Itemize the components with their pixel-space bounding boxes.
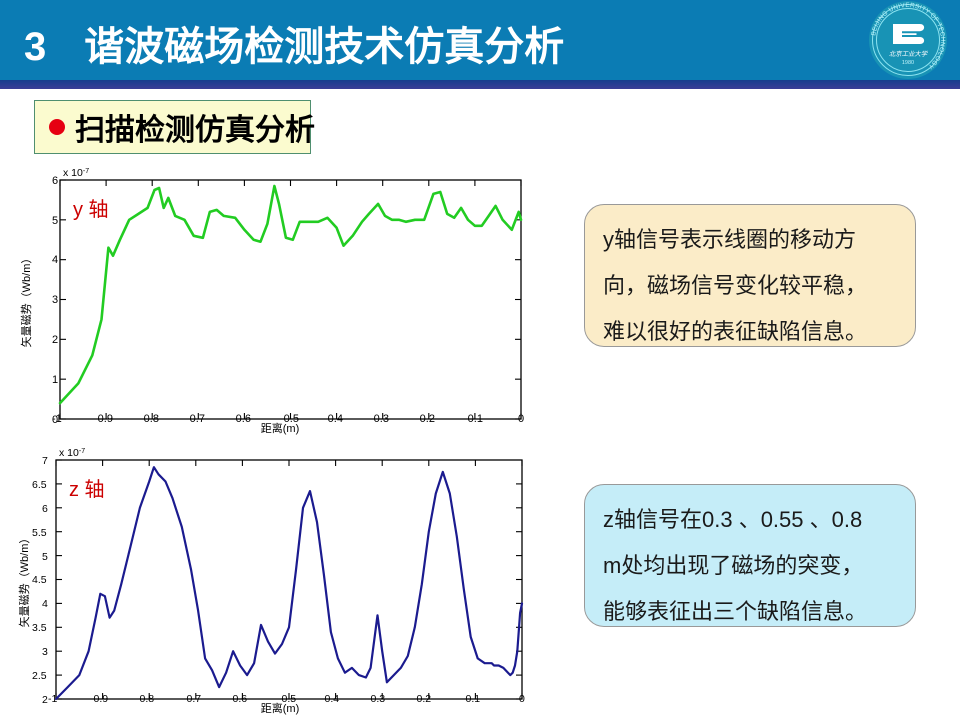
svg-text:-0.8: -0.8 xyxy=(136,693,154,705)
svg-text:距离(m): 距离(m) xyxy=(261,701,300,715)
svg-text:3: 3 xyxy=(52,294,58,306)
svg-text:-0.6: -0.6 xyxy=(232,413,251,425)
svg-text:-0.2: -0.2 xyxy=(413,693,431,705)
svg-text:4: 4 xyxy=(42,598,48,610)
svg-text:4.5: 4.5 xyxy=(32,574,47,586)
svg-text:1: 1 xyxy=(52,374,58,386)
svg-text:-0.6: -0.6 xyxy=(229,693,247,705)
svg-text:0: 0 xyxy=(518,413,524,425)
svg-text:-1: -1 xyxy=(52,413,62,425)
svg-text:矢量磁势（Wb/m）: 矢量磁势（Wb/m） xyxy=(19,253,33,348)
svg-text:6.5: 6.5 xyxy=(32,479,47,491)
svg-text:4: 4 xyxy=(52,254,58,266)
svg-text:2: 2 xyxy=(52,334,58,346)
svg-text:5.5: 5.5 xyxy=(32,527,47,539)
svg-text:5: 5 xyxy=(42,551,48,563)
svg-text:矢量磁势（Wb/m）: 矢量磁势（Wb/m） xyxy=(17,533,31,628)
svg-text:-0.7: -0.7 xyxy=(183,693,201,705)
svg-text:1980: 1980 xyxy=(902,60,914,66)
svg-text:0: 0 xyxy=(519,693,525,705)
svg-text:y 轴: y 轴 xyxy=(73,198,109,221)
svg-text:6: 6 xyxy=(52,175,58,187)
svg-text:-0.1: -0.1 xyxy=(464,413,483,425)
svg-text:-0.9: -0.9 xyxy=(94,413,113,425)
svg-text:-0.4: -0.4 xyxy=(321,693,339,705)
svg-text:-0.3: -0.3 xyxy=(367,693,385,705)
svg-text:3: 3 xyxy=(42,646,48,658)
svg-text:7: 7 xyxy=(42,455,48,467)
svg-text:3.5: 3.5 xyxy=(32,622,47,634)
svg-text:z 轴: z 轴 xyxy=(69,478,105,501)
svg-text:-0.7: -0.7 xyxy=(186,413,205,425)
svg-text:-0.9: -0.9 xyxy=(90,693,108,705)
svg-text:-0.2: -0.2 xyxy=(416,413,435,425)
svg-text:6: 6 xyxy=(42,503,48,515)
svg-text:5: 5 xyxy=(52,215,58,227)
svg-text:x 10-7: x 10-7 xyxy=(63,167,89,179)
svg-text:-0.8: -0.8 xyxy=(140,413,159,425)
svg-text:-0.1: -0.1 xyxy=(462,693,480,705)
svg-text:-0.4: -0.4 xyxy=(324,413,343,425)
svg-text:2.5: 2.5 xyxy=(32,670,47,682)
svg-text:x 10-7: x 10-7 xyxy=(59,447,85,459)
svg-text:-0.3: -0.3 xyxy=(370,413,389,425)
svg-text:北京工业大学: 北京工业大学 xyxy=(889,50,929,58)
svg-text:距离(m): 距离(m) xyxy=(261,421,300,435)
